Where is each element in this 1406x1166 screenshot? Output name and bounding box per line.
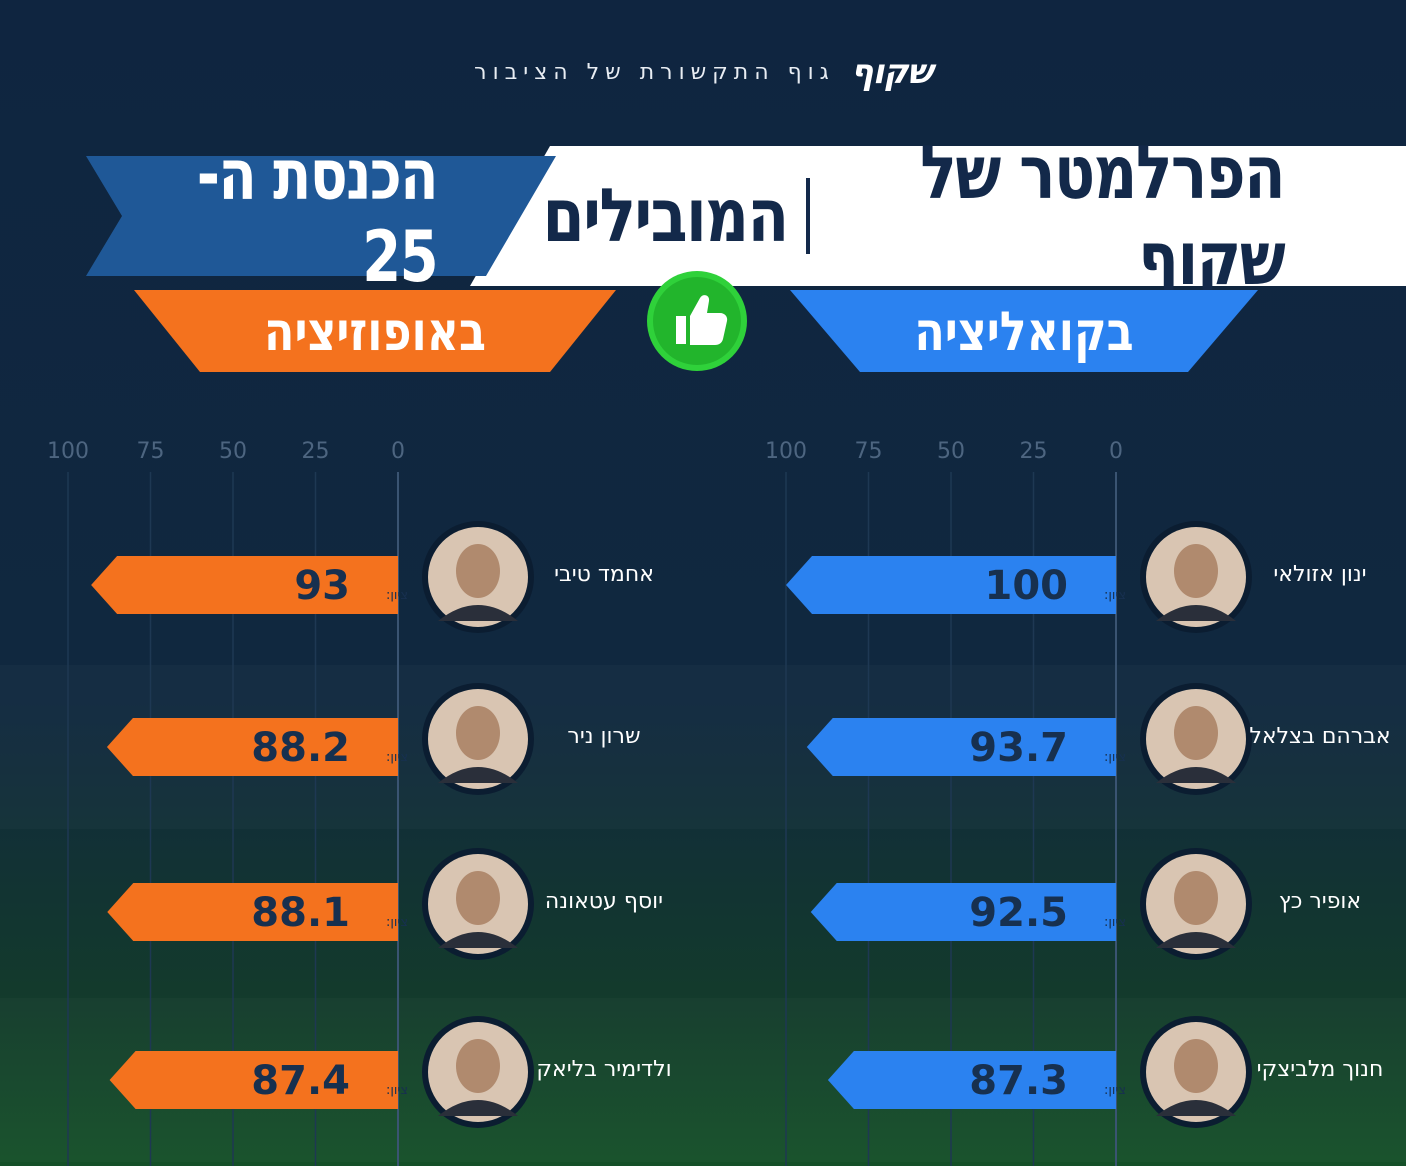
avatar-face <box>1174 871 1218 925</box>
tick-label: 75 <box>855 439 883 464</box>
avatar-suit <box>1156 605 1236 621</box>
tick-label: 0 <box>391 439 405 464</box>
tick-label: 25 <box>302 439 330 464</box>
coalition-tag <box>790 290 1258 372</box>
avatar-suit <box>438 767 518 783</box>
brand-logo: שקוף <box>850 52 933 92</box>
avatar-face <box>456 706 500 760</box>
score-label: ציון: <box>386 588 408 603</box>
person-name: ולדימיר בליאק <box>536 1057 671 1082</box>
person-name: אופיר כץ <box>1279 889 1361 914</box>
person-name: יוסף עטאונה <box>545 889 663 914</box>
thumbs-up-icon <box>647 271 747 371</box>
avatar-face <box>1174 1039 1218 1093</box>
tick-label: 50 <box>219 439 247 464</box>
bar <box>806 718 1116 776</box>
tick-label: 25 <box>1020 439 1048 464</box>
score-label: ציון: <box>386 750 408 765</box>
avatar-suit <box>1156 1100 1236 1116</box>
brand-tagline: גוף התקשורת של הציבור <box>474 59 835 85</box>
data-label: 100 <box>985 563 1069 609</box>
data-label: 88.2 <box>251 725 350 771</box>
avatar-face <box>456 1039 500 1093</box>
bar <box>107 883 399 941</box>
avatar-suit <box>438 932 518 948</box>
person-name: חנוך מלביצקי <box>1257 1057 1384 1082</box>
tick-label: 75 <box>137 439 165 464</box>
tick-label: 0 <box>1109 439 1123 464</box>
page-subtitle: המובילים <box>542 173 789 259</box>
score-label: ציון: <box>1104 750 1126 765</box>
avatar-face <box>1174 544 1218 598</box>
tick-label: 100 <box>765 439 807 464</box>
data-label: 93.7 <box>969 725 1068 771</box>
score-label: ציון: <box>1104 1083 1126 1098</box>
data-label: 87.4 <box>251 1058 350 1104</box>
avatar-suit <box>438 1100 518 1116</box>
title-separator <box>806 178 810 254</box>
coalition-tag-label: בקואליציה <box>914 299 1134 363</box>
data-label: 87.3 <box>969 1058 1068 1104</box>
score-label: ציון: <box>386 1083 408 1098</box>
data-label: 88.1 <box>251 890 350 936</box>
bar <box>827 1051 1116 1109</box>
bar <box>91 556 398 614</box>
avatar-suit <box>438 605 518 621</box>
data-label: 93 <box>294 563 350 609</box>
person-name: שרון ניר <box>567 724 640 749</box>
person-name: אחמד טיבי <box>554 562 654 587</box>
tick-label: 100 <box>47 439 89 464</box>
opposition-tag <box>134 290 616 372</box>
avatar-suit <box>1156 767 1236 783</box>
avatar-face <box>456 544 500 598</box>
brand-header: שקוף גוף התקשורת של הציבור <box>0 52 1406 92</box>
tick-label: 50 <box>937 439 965 464</box>
score-label: ציון: <box>1104 915 1126 930</box>
knesset-banner <box>86 156 556 276</box>
data-label: 92.5 <box>969 890 1068 936</box>
avatar-suit <box>1156 932 1236 948</box>
score-label: ציון: <box>386 915 408 930</box>
bar <box>786 556 1116 614</box>
avatar-face <box>1174 706 1218 760</box>
title-banner <box>470 146 1406 286</box>
opposition-tag-label: באופוזיציה <box>264 299 486 363</box>
avatar-face <box>456 871 500 925</box>
person-name: ינון אזולאי <box>1273 562 1366 587</box>
score-label: ציון: <box>1104 588 1126 603</box>
bar <box>106 718 398 776</box>
person-name: אברהם בצלאל <box>1249 724 1390 749</box>
bar <box>810 883 1116 941</box>
bar <box>109 1051 398 1109</box>
